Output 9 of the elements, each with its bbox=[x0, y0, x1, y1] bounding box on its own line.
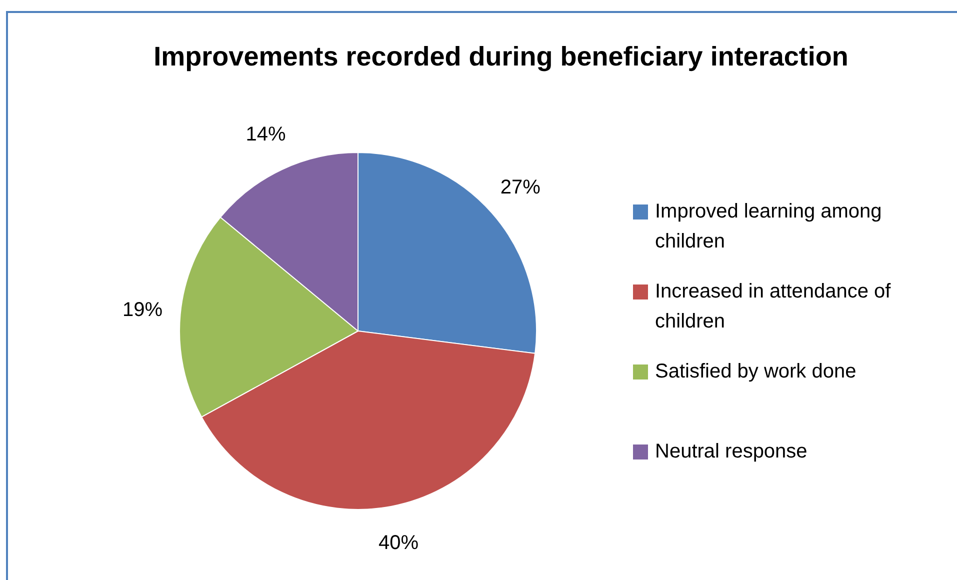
legend-label: Improved learning among children bbox=[655, 200, 882, 253]
data-label: 19% bbox=[122, 299, 163, 322]
legend-label: Increased in attendance of children bbox=[655, 280, 892, 333]
legend-label: Neutral response bbox=[655, 440, 808, 463]
chart-title: Improvements recorded during beneficiary interaction bbox=[154, 41, 848, 72]
data-label: 14% bbox=[246, 124, 286, 146]
data-label: 27% bbox=[500, 176, 541, 198]
legend-label: Satisfied by work done bbox=[655, 360, 856, 383]
data-label: 40% bbox=[378, 532, 419, 554]
